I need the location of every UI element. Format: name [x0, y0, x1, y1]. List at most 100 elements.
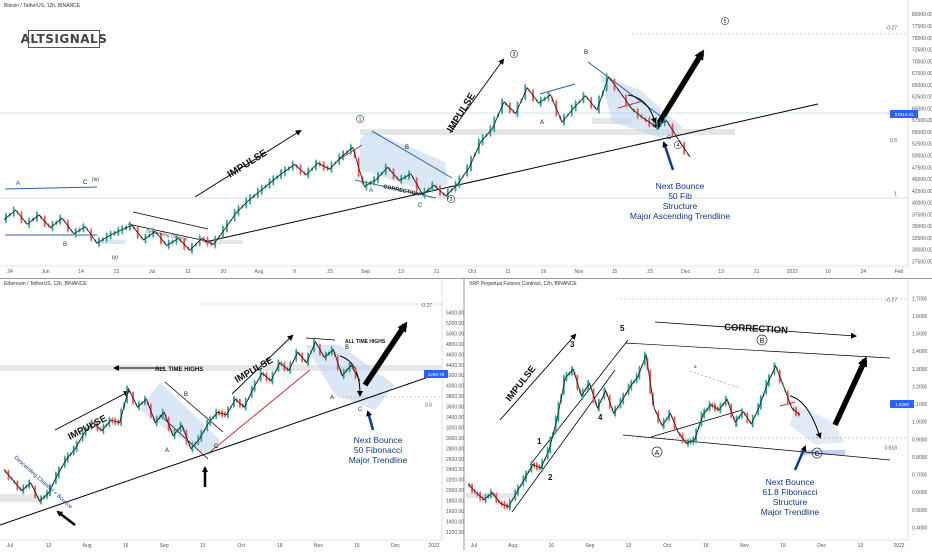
btc-y-tick: 42500.00 — [912, 189, 932, 195]
btc-y-tick: 52500.00 — [912, 142, 932, 148]
btc-b1: B — [63, 242, 67, 248]
btc-x-tick: 9 — [293, 269, 296, 275]
btc-y-tick: 57500.00 — [912, 118, 932, 124]
eth-y-tick: 3000.00 — [446, 436, 464, 442]
btc-x-tick: Feb — [895, 269, 904, 275]
btc-x-tick: 11 — [505, 269, 510, 275]
xrp-callout-1: Next Bounce — [766, 477, 815, 487]
btc-y-tick: 55000.00 — [912, 130, 932, 136]
eth-title: Ethereum / TetherUS, 12h, BINANCE — [4, 281, 87, 287]
eth-y-tick: 3800.00 — [446, 394, 464, 400]
btc-x-axis: 24 Jun 14 22 Jul 12 20 Aug 9 23 Sep 13 21 Oct 11 19 Nov 1… — [7, 269, 903, 275]
btc-c2: C — [418, 203, 423, 209]
xrp-price-tag: 1.0398 — [890, 400, 914, 408]
xrp-sub-b: b — [735, 423, 738, 428]
btc-fib-label: -0.27 — [886, 26, 898, 32]
eth-y-tick: 2600.00 — [446, 457, 464, 463]
btc-fib-label: 1 — [894, 192, 897, 198]
btc-x-tick: Aug — [254, 269, 263, 275]
eth-y-tick: 4200.00 — [446, 373, 464, 379]
btc-x-tick: 13 — [718, 269, 724, 275]
xrp-x-tick: 2022 — [893, 543, 904, 549]
eth-fib-label: -0.27 — [421, 303, 433, 309]
xrp-y-axis: 1.7000 1.6000 1.5000 1.4000 1.3000 1.2000 1.10… — [912, 296, 928, 531]
xrp-x-tick: Jul — [471, 543, 477, 549]
eth-y-tick: 3200.00 — [446, 425, 464, 431]
btc-y-tick: 30000.00 — [912, 248, 932, 254]
xrp-callout-3: Structure — [773, 497, 808, 507]
eth-fib-levels: -0.27 0.5 — [421, 303, 433, 409]
btc-x-tick: 22 — [114, 269, 120, 275]
eth-y-tick: 4800.00 — [446, 342, 464, 348]
btc-c3: C — [667, 135, 672, 141]
xrp-x-tick: 16 — [548, 543, 554, 549]
eth-fib-label: 0.5 — [425, 403, 432, 409]
eth-callout-3: Major Trendline — [349, 455, 408, 465]
btc-y-tick: 27500.00 — [912, 260, 932, 266]
btc-x-tick: 20 — [221, 269, 227, 275]
btc-y-tick: 37500.00 — [912, 212, 932, 218]
eth-y-tick: 4000.00 — [446, 384, 464, 390]
xrp-x-tick: 13 — [626, 543, 632, 549]
eth-impulse-1: IMPULSE — [66, 413, 108, 443]
xrp-y-tick: 0.9000 — [912, 437, 928, 443]
eth-ath-2: ALL TIME HIGHS — [345, 339, 386, 345]
eth-decorations — [0, 303, 442, 526]
btc-x-tick: 21 — [434, 269, 440, 275]
eth-price-tag-text: 4259.78 — [428, 372, 445, 377]
btc-y-tick: 62500.00 — [912, 95, 932, 101]
xrp-x-tick: Nov — [740, 543, 749, 549]
eth-y-tick: 1200.00 — [446, 530, 464, 536]
eth-x-tick: Dec — [391, 543, 400, 549]
btc-y-tick: 32500.00 — [912, 236, 932, 242]
xrp-wave-4: 4 — [598, 413, 603, 422]
eth-x-tick: 2022 — [428, 543, 439, 549]
xrp-x-tick: Oct — [663, 543, 671, 549]
btc-x-tick: 2022 — [787, 269, 798, 275]
xrp-x-tick: 15 — [780, 543, 786, 549]
eth-y-axis: 5400.00 5200.00 5000.00 4800.00 4600.00 4400.… — [446, 311, 464, 536]
btc-a3: A — [540, 120, 544, 126]
eth-y-tick: 2800.00 — [446, 446, 464, 452]
xrp-price-line — [467, 353, 801, 508]
btc-wave-3: 3 — [513, 52, 516, 58]
btc-b2: B — [405, 145, 409, 151]
xrp-y-tick: 1.7000 — [912, 296, 928, 302]
btc-x-tick: 14 — [78, 269, 84, 275]
xrp-sub-a: a — [694, 364, 697, 369]
eth-a2: A — [330, 395, 334, 401]
eth-callout-1: Next Bounce — [354, 435, 403, 445]
xrp-y-tick: 1.6000 — [912, 314, 928, 320]
btc-x-tick: Jun — [42, 269, 50, 275]
eth-y-tick: 5200.00 — [446, 321, 464, 327]
btc-price-tag-text: 57814.41 — [895, 112, 914, 117]
xrp-y-tick: 1.5000 — [912, 332, 928, 338]
xrp-y-tick: 0.4000 — [912, 525, 928, 531]
xrp-a: A — [655, 450, 660, 457]
btc-y-tick: 60000.00 — [912, 106, 932, 112]
xrp-panel-frame — [466, 279, 909, 541]
xrp-wave-1: 1 — [537, 437, 542, 446]
eth-x-axis: Jul 12 Aug 16 Sep 13 Oct 18 Nov 15 Dec 2022 — [7, 543, 440, 549]
eth-price-line — [3, 340, 361, 502]
eth-y-tick: 2400.00 — [446, 467, 464, 473]
eth-c1: C — [214, 444, 219, 450]
eth-y-tick: 5400.00 — [446, 311, 464, 317]
eth-a1: A — [165, 448, 169, 454]
eth-c2: C — [358, 407, 363, 413]
btc-iv: (iv) — [92, 177, 99, 183]
btc-y-tick: 45000.00 — [912, 177, 932, 183]
altsignals-logo: ALTSIGNALS — [20, 30, 108, 48]
xrp-fib-label: -0.27 — [886, 297, 898, 303]
xrp-y-tick: 1.2000 — [912, 384, 928, 390]
btc-wave-2: 2 — [450, 197, 453, 203]
xrp-y-tick: 0.8000 — [912, 455, 928, 461]
eth-price-tag: 4259.78 — [424, 370, 448, 378]
xrp-y-tick: 0.5000 — [912, 508, 928, 514]
eth-y-tick: 3400.00 — [446, 415, 464, 421]
btc-y-tick: 35000.00 — [912, 224, 932, 230]
btc-x-tick: 21 — [754, 269, 760, 275]
btc-x-tick: Sep — [361, 269, 370, 275]
xrp-x-tick: Dec — [817, 543, 826, 549]
xrp-fib-levels: -0.27 0.618 — [884, 297, 897, 451]
